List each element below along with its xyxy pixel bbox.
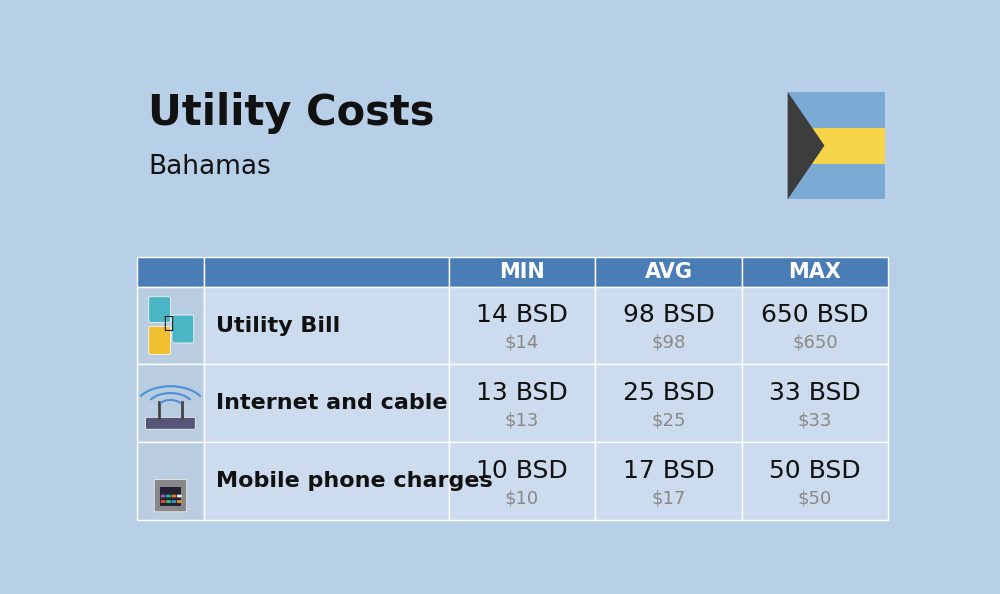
FancyBboxPatch shape bbox=[177, 500, 182, 503]
Text: $10: $10 bbox=[505, 489, 539, 507]
FancyBboxPatch shape bbox=[172, 500, 176, 503]
FancyBboxPatch shape bbox=[161, 495, 165, 497]
Text: 13 BSD: 13 BSD bbox=[476, 381, 568, 405]
Text: Utility Bill: Utility Bill bbox=[216, 315, 340, 336]
Text: $98: $98 bbox=[651, 334, 686, 352]
FancyBboxPatch shape bbox=[204, 257, 449, 287]
FancyBboxPatch shape bbox=[160, 486, 181, 506]
Text: 33 BSD: 33 BSD bbox=[769, 381, 861, 405]
FancyBboxPatch shape bbox=[595, 364, 742, 442]
FancyBboxPatch shape bbox=[137, 442, 204, 520]
FancyBboxPatch shape bbox=[204, 287, 449, 364]
Text: 98 BSD: 98 BSD bbox=[623, 304, 714, 327]
Text: 10 BSD: 10 BSD bbox=[476, 459, 568, 483]
Text: 25 BSD: 25 BSD bbox=[623, 381, 714, 405]
FancyBboxPatch shape bbox=[449, 442, 595, 520]
FancyBboxPatch shape bbox=[204, 442, 449, 520]
Text: AVG: AVG bbox=[644, 261, 692, 282]
Text: Mobile phone charges: Mobile phone charges bbox=[216, 470, 493, 491]
Text: 14 BSD: 14 BSD bbox=[476, 304, 568, 327]
FancyBboxPatch shape bbox=[166, 500, 171, 503]
FancyBboxPatch shape bbox=[788, 128, 885, 163]
Text: $650: $650 bbox=[792, 334, 838, 352]
FancyBboxPatch shape bbox=[595, 442, 742, 520]
Text: Bahamas: Bahamas bbox=[148, 154, 271, 179]
Text: 👤: 👤 bbox=[163, 314, 173, 332]
FancyBboxPatch shape bbox=[177, 495, 182, 497]
Text: $14: $14 bbox=[505, 334, 539, 352]
FancyBboxPatch shape bbox=[788, 92, 885, 128]
Text: MIN: MIN bbox=[499, 261, 545, 282]
FancyBboxPatch shape bbox=[449, 257, 595, 287]
Text: $17: $17 bbox=[651, 489, 686, 507]
Text: MAX: MAX bbox=[789, 261, 842, 282]
FancyBboxPatch shape bbox=[154, 479, 187, 512]
Text: $25: $25 bbox=[651, 412, 686, 429]
FancyBboxPatch shape bbox=[149, 327, 170, 355]
Text: 50 BSD: 50 BSD bbox=[769, 459, 861, 483]
FancyBboxPatch shape bbox=[172, 495, 176, 497]
Text: $50: $50 bbox=[798, 489, 832, 507]
FancyBboxPatch shape bbox=[449, 287, 595, 364]
FancyBboxPatch shape bbox=[742, 442, 888, 520]
Text: 17 BSD: 17 BSD bbox=[623, 459, 714, 483]
FancyBboxPatch shape bbox=[149, 297, 170, 323]
FancyBboxPatch shape bbox=[161, 500, 165, 503]
Polygon shape bbox=[788, 92, 824, 200]
FancyBboxPatch shape bbox=[166, 495, 171, 497]
FancyBboxPatch shape bbox=[204, 364, 449, 442]
Text: $13: $13 bbox=[505, 412, 539, 429]
FancyBboxPatch shape bbox=[595, 257, 742, 287]
FancyBboxPatch shape bbox=[742, 257, 888, 287]
FancyBboxPatch shape bbox=[172, 315, 194, 343]
Text: Internet and cable: Internet and cable bbox=[216, 393, 447, 413]
FancyBboxPatch shape bbox=[137, 364, 204, 442]
FancyBboxPatch shape bbox=[449, 364, 595, 442]
FancyBboxPatch shape bbox=[137, 287, 204, 364]
Text: 650 BSD: 650 BSD bbox=[761, 304, 869, 327]
FancyBboxPatch shape bbox=[788, 163, 885, 200]
Text: Utility Costs: Utility Costs bbox=[148, 92, 435, 134]
FancyBboxPatch shape bbox=[742, 287, 888, 364]
FancyBboxPatch shape bbox=[137, 257, 204, 287]
Text: $33: $33 bbox=[798, 412, 832, 429]
FancyBboxPatch shape bbox=[595, 287, 742, 364]
FancyBboxPatch shape bbox=[146, 418, 195, 429]
FancyBboxPatch shape bbox=[742, 364, 888, 442]
